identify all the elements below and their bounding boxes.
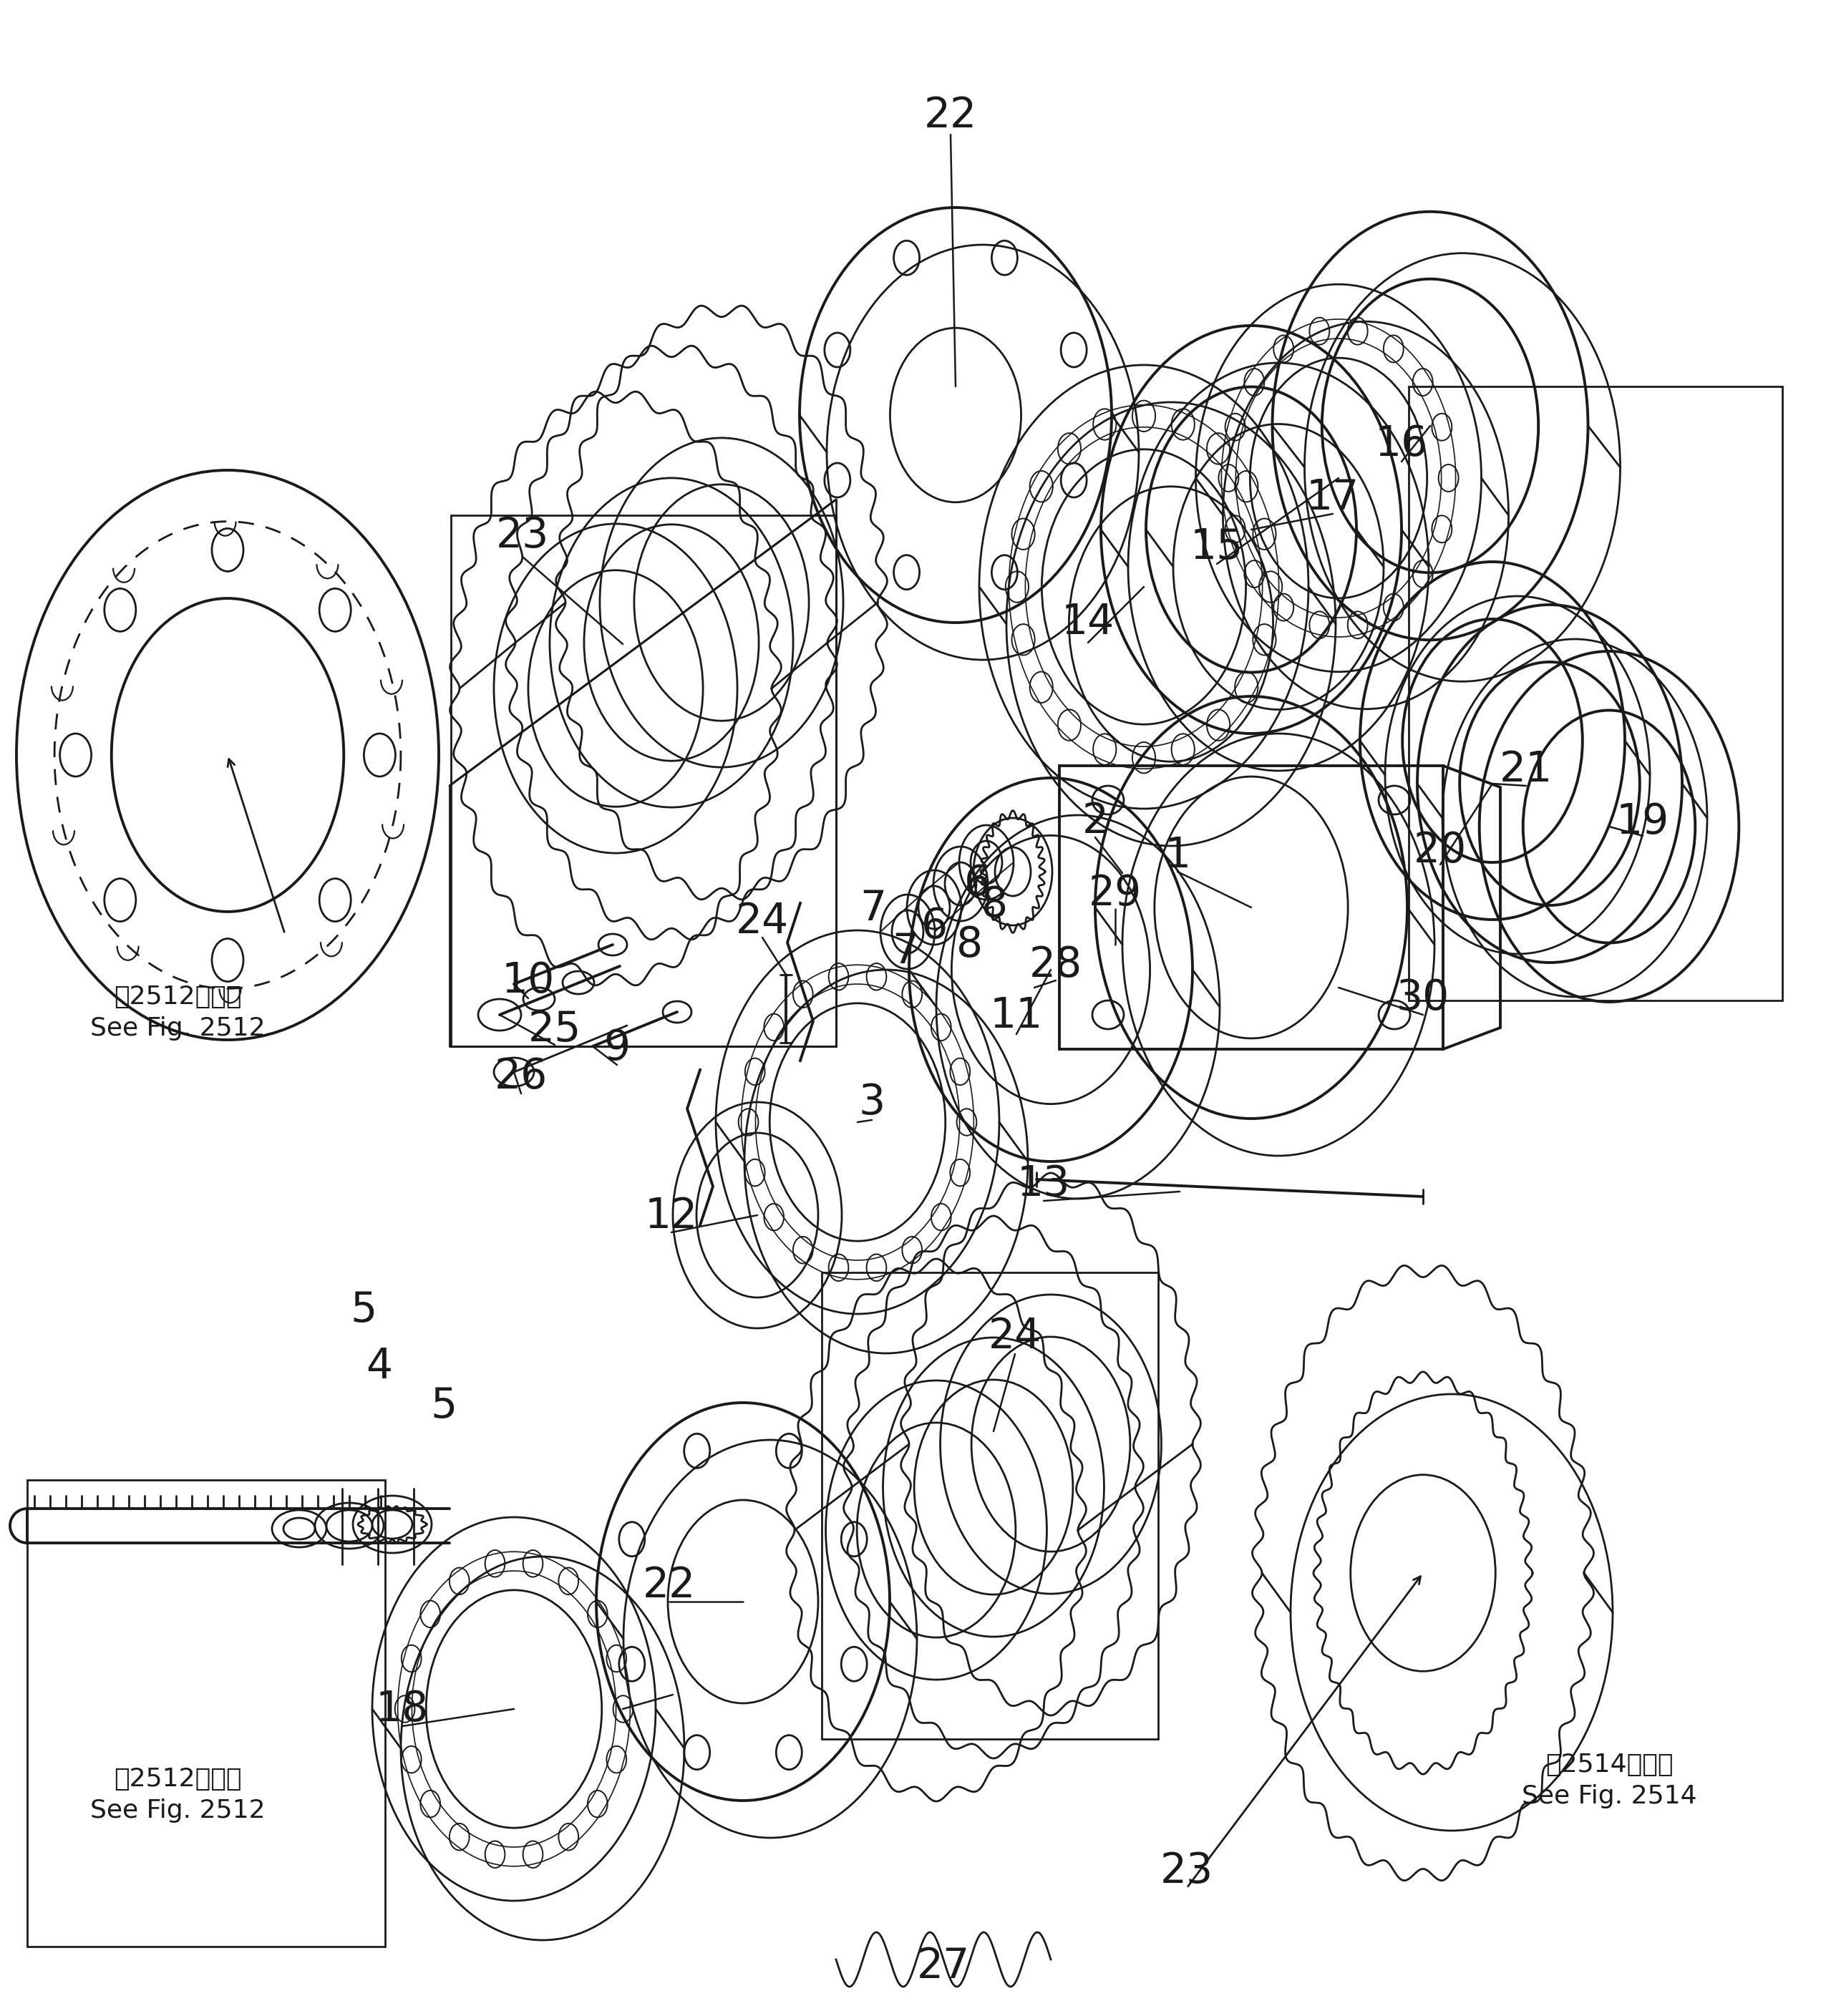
Text: 11: 11 (990, 996, 1043, 1036)
Text: 30: 30 (1397, 978, 1450, 1018)
Text: 10: 10 (502, 960, 555, 1000)
Text: 22: 22 (643, 1564, 696, 1605)
Text: 24: 24 (988, 1316, 1041, 1357)
Text: 7: 7 (860, 889, 887, 929)
Text: 3: 3 (858, 1083, 886, 1123)
Text: 29: 29 (1088, 873, 1141, 913)
Text: 第2512図参照
See Fig. 2512: 第2512図参照 See Fig. 2512 (89, 1766, 265, 1822)
Text: 6: 6 (920, 907, 948, 948)
Text: 1: 1 (1165, 835, 1191, 875)
Text: 20: 20 (1413, 831, 1466, 871)
Text: 5: 5 (351, 1290, 376, 1331)
Text: 12: 12 (645, 1195, 698, 1238)
Text: 24: 24 (736, 901, 789, 941)
Text: 19: 19 (1616, 800, 1669, 843)
Text: 23: 23 (1160, 1851, 1212, 1891)
Text: 21: 21 (1499, 748, 1552, 790)
Text: 13: 13 (1017, 1163, 1070, 1206)
Text: 6: 6 (964, 863, 990, 905)
Text: 28: 28 (1030, 943, 1083, 986)
Text: 2: 2 (1081, 800, 1108, 843)
Text: 18: 18 (376, 1689, 429, 1730)
Text: 4: 4 (365, 1347, 393, 1387)
Text: 26: 26 (495, 1056, 548, 1097)
Text: 27: 27 (917, 1945, 970, 1988)
Text: 15: 15 (1191, 526, 1244, 569)
Text: 第2512図参照
See Fig. 2512: 第2512図参照 See Fig. 2512 (89, 984, 265, 1040)
Text: 25: 25 (528, 1008, 581, 1050)
Text: 8: 8 (957, 923, 982, 966)
Text: 5: 5 (431, 1385, 456, 1427)
Text: 23: 23 (497, 514, 550, 556)
Text: 14: 14 (1061, 603, 1114, 643)
Text: 22: 22 (924, 95, 977, 137)
Text: 9: 9 (604, 1028, 630, 1068)
Text: 17: 17 (1306, 478, 1359, 518)
Text: 7: 7 (893, 931, 918, 972)
Text: 16: 16 (1375, 423, 1428, 464)
Text: 第2514図参照
See Fig. 2514: 第2514図参照 See Fig. 2514 (1521, 1752, 1696, 1808)
Text: 8: 8 (982, 885, 1008, 925)
